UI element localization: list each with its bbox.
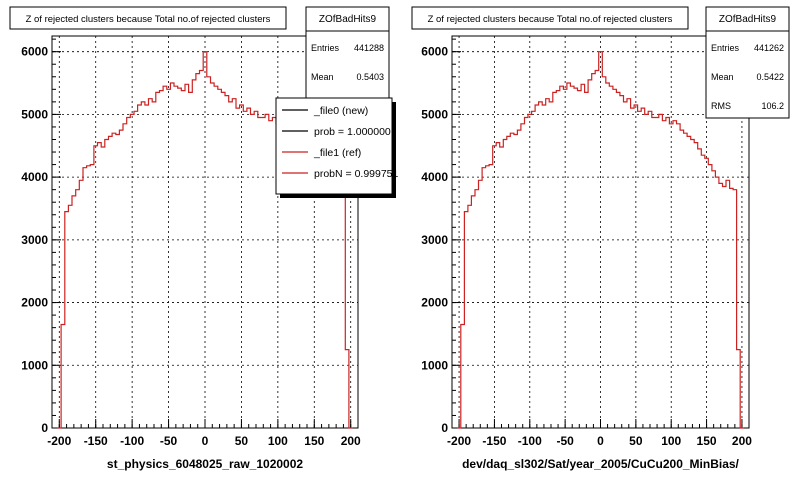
x-tick-label: 150 xyxy=(304,434,324,448)
y-tick-label: 1000 xyxy=(421,358,448,372)
stats-label: Mean xyxy=(311,72,334,82)
stats-label: Mean xyxy=(711,72,734,82)
legend-label: probN = 0.999751 xyxy=(314,168,399,180)
x-tick-label: 150 xyxy=(697,434,717,448)
x-tick-label: 0 xyxy=(202,434,209,448)
chart-title: Z of rejected clusters because Total no.… xyxy=(26,14,271,25)
y-tick-label: 5000 xyxy=(421,107,448,121)
y-tick-label: 6000 xyxy=(21,45,48,59)
histogram-line xyxy=(457,51,744,429)
y-tick-label: 4000 xyxy=(421,170,448,184)
y-tick-label: 3000 xyxy=(21,233,48,247)
x-tick-label: -50 xyxy=(556,434,574,448)
x-tick-label: -50 xyxy=(160,434,178,448)
stats-name: ZOfBadHits9 xyxy=(319,14,377,25)
stats-name: ZOfBadHits9 xyxy=(719,14,777,25)
title-box xyxy=(411,6,689,30)
legend-label: prob = 1.000000 xyxy=(314,126,391,138)
right-histogram-panel: -200 -150 -100 -50 0 50 100 150 2000100020003000… xyxy=(411,6,790,471)
x-tick-label: 50 xyxy=(235,434,249,448)
y-tick-label: 4000 xyxy=(21,170,48,184)
stats-value: 0.5422 xyxy=(756,72,784,82)
x-tick-label: -150 xyxy=(84,434,108,448)
x-tick-label: 50 xyxy=(629,434,643,448)
x-tick-label: 200 xyxy=(341,434,361,448)
stats-value: 0.5403 xyxy=(356,72,384,82)
stats-label: RMS xyxy=(711,101,731,111)
chart-title: Z of rejected clusters because Total no.… xyxy=(428,14,673,25)
title-box xyxy=(9,6,287,30)
x-tick-label: -100 xyxy=(518,434,542,448)
y-tick-label: 6000 xyxy=(421,45,448,59)
y-tick-label: 5000 xyxy=(21,107,48,121)
x-tick-label: -200 xyxy=(47,434,71,448)
y-tick-label: 1000 xyxy=(21,358,48,372)
y-tick-label: 2000 xyxy=(21,296,48,310)
legend-box xyxy=(275,97,393,195)
x-tick-label: 0 xyxy=(597,434,604,448)
stats-label: Entries xyxy=(711,43,740,53)
x-tick-label: 200 xyxy=(732,434,752,448)
stats-label: Entries xyxy=(311,43,340,53)
x-tick-label: -100 xyxy=(120,434,144,448)
legend-label: _file1 (ref) xyxy=(313,147,361,159)
stats-value: 106.2 xyxy=(761,101,784,111)
stats-box xyxy=(705,6,790,119)
y-tick-label: 2000 xyxy=(421,296,448,310)
x-tick-label: -150 xyxy=(482,434,506,448)
x-tick-label: -200 xyxy=(447,434,471,448)
stats-value: 441288 xyxy=(354,43,384,53)
y-tick-label: 0 xyxy=(41,421,48,435)
stats-value: 441262 xyxy=(754,43,784,53)
x-tick-label: 100 xyxy=(268,434,288,448)
x-tick-label: 100 xyxy=(661,434,681,448)
legend-label: _file0 (new) xyxy=(313,105,368,117)
x-axis-label: dev/daq_sl302/Sat/year_2005/CuCu200_MinB… xyxy=(462,457,739,471)
x-axis-label: st_physics_6048025_raw_1020002 xyxy=(107,457,303,471)
y-tick-label: 0 xyxy=(441,421,448,435)
y-tick-label: 3000 xyxy=(421,233,448,247)
left-histogram-panel: -200 -150 -100 -50 0 50 100 150 2000100020003000… xyxy=(9,6,399,471)
